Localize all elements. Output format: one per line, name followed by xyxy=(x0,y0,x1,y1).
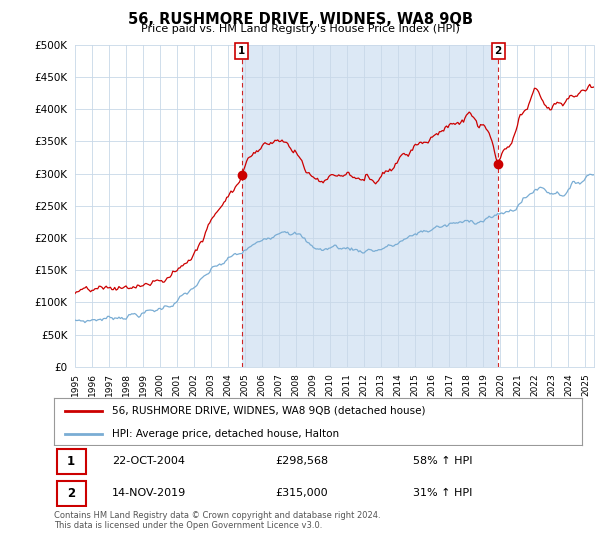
Text: Contains HM Land Registry data © Crown copyright and database right 2024.
This d: Contains HM Land Registry data © Crown c… xyxy=(54,511,380,530)
Text: 2: 2 xyxy=(494,46,502,56)
Text: 22-OCT-2004: 22-OCT-2004 xyxy=(112,456,185,466)
Text: 1: 1 xyxy=(238,46,245,56)
Text: 56, RUSHMORE DRIVE, WIDNES, WA8 9QB (detached house): 56, RUSHMORE DRIVE, WIDNES, WA8 9QB (det… xyxy=(112,406,425,416)
Text: £298,568: £298,568 xyxy=(276,456,329,466)
Text: 31% ↑ HPI: 31% ↑ HPI xyxy=(413,488,472,498)
FancyBboxPatch shape xyxy=(56,449,86,474)
Text: 58% ↑ HPI: 58% ↑ HPI xyxy=(413,456,473,466)
Text: £315,000: £315,000 xyxy=(276,488,328,498)
Text: Price paid vs. HM Land Registry's House Price Index (HPI): Price paid vs. HM Land Registry's House … xyxy=(140,24,460,34)
Text: 56, RUSHMORE DRIVE, WIDNES, WA8 9QB: 56, RUSHMORE DRIVE, WIDNES, WA8 9QB xyxy=(128,12,473,27)
Text: 2: 2 xyxy=(67,487,75,500)
Bar xyxy=(242,45,498,367)
Text: 14-NOV-2019: 14-NOV-2019 xyxy=(112,488,187,498)
FancyBboxPatch shape xyxy=(56,482,86,506)
Text: HPI: Average price, detached house, Halton: HPI: Average price, detached house, Halt… xyxy=(112,429,339,439)
Text: 1: 1 xyxy=(67,455,75,468)
